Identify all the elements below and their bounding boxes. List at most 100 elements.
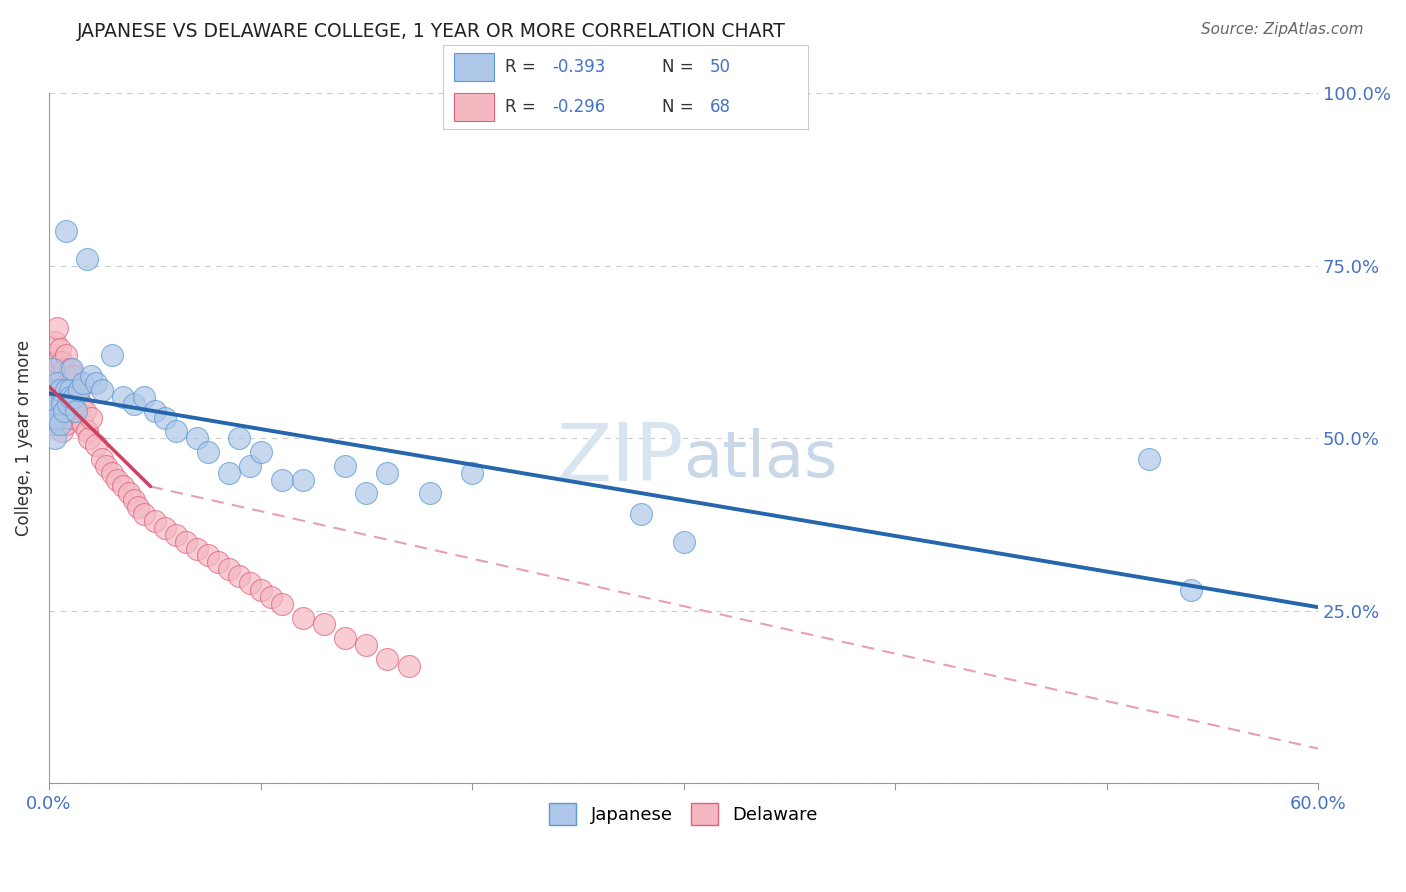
Point — [46, 355, 69, 369]
Point — [44, 403, 66, 417]
Point — [186, 431, 208, 445]
Point — [60, 376, 83, 390]
Point — [155, 410, 177, 425]
Point — [207, 555, 229, 569]
Point — [48, 383, 70, 397]
Point — [42, 383, 65, 397]
Point — [67, 383, 90, 397]
Point — [52, 362, 75, 376]
Text: 50: 50 — [710, 58, 731, 76]
Point — [461, 466, 484, 480]
Text: N =: N = — [662, 58, 699, 76]
Point — [122, 493, 145, 508]
Point — [51, 425, 73, 439]
Point — [80, 369, 103, 384]
Point — [55, 224, 77, 238]
Text: JAPANESE VS DELAWARE COLLEGE, 1 YEAR OR MORE CORRELATION CHART: JAPANESE VS DELAWARE COLLEGE, 1 YEAR OR … — [77, 22, 786, 41]
Point — [76, 252, 98, 266]
Point — [249, 582, 271, 597]
Point — [111, 390, 134, 404]
Point — [197, 549, 219, 563]
Point — [42, 417, 65, 432]
Point — [228, 569, 250, 583]
Point — [73, 403, 96, 417]
Point — [60, 362, 83, 376]
Point — [127, 500, 149, 515]
Point — [39, 403, 62, 417]
Point — [84, 376, 107, 390]
Text: R =: R = — [505, 58, 541, 76]
Point — [672, 534, 695, 549]
Point — [39, 362, 62, 376]
Point — [249, 445, 271, 459]
Point — [197, 445, 219, 459]
Point — [42, 410, 65, 425]
Point — [90, 383, 112, 397]
Point — [1137, 451, 1160, 466]
Point — [52, 403, 75, 417]
Point — [134, 507, 156, 521]
Point — [56, 397, 79, 411]
Point — [239, 458, 262, 473]
Point — [59, 390, 82, 404]
Point — [291, 473, 314, 487]
Text: N =: N = — [662, 98, 699, 116]
Point — [51, 397, 73, 411]
Point — [312, 617, 335, 632]
Point — [165, 425, 187, 439]
Point — [118, 486, 141, 500]
Point — [52, 397, 75, 411]
Point — [63, 369, 86, 384]
Point — [48, 410, 70, 425]
Point — [46, 376, 69, 390]
FancyBboxPatch shape — [454, 54, 494, 81]
Point — [165, 528, 187, 542]
Point — [94, 458, 117, 473]
Point — [77, 431, 100, 445]
Point — [122, 397, 145, 411]
Point — [44, 397, 66, 411]
Point — [419, 486, 441, 500]
Point — [39, 417, 62, 432]
Point — [143, 514, 166, 528]
Point — [39, 383, 62, 397]
Point — [46, 410, 69, 425]
Point — [270, 597, 292, 611]
Point — [630, 507, 652, 521]
Text: -0.296: -0.296 — [553, 98, 606, 116]
Legend: Japanese, Delaware: Japanese, Delaware — [543, 797, 825, 832]
Point — [55, 348, 77, 362]
Point — [55, 383, 77, 397]
Point — [59, 383, 82, 397]
Point — [111, 479, 134, 493]
Point — [63, 390, 86, 404]
Point — [356, 486, 378, 500]
Point — [333, 631, 356, 645]
Point — [72, 417, 94, 432]
Point — [55, 383, 77, 397]
Point — [46, 321, 69, 335]
Point — [80, 410, 103, 425]
Point — [65, 403, 87, 417]
Point — [228, 431, 250, 445]
Point — [1180, 582, 1202, 597]
Point — [291, 610, 314, 624]
Point — [44, 369, 66, 384]
Point — [377, 652, 399, 666]
Point — [270, 473, 292, 487]
Text: R =: R = — [505, 98, 541, 116]
Point — [42, 362, 65, 376]
Point — [67, 383, 90, 397]
Point — [134, 390, 156, 404]
Text: Source: ZipAtlas.com: Source: ZipAtlas.com — [1201, 22, 1364, 37]
Point — [55, 417, 77, 432]
Point — [48, 342, 70, 356]
Point — [69, 397, 91, 411]
Point — [60, 410, 83, 425]
Point — [44, 334, 66, 349]
FancyBboxPatch shape — [454, 93, 494, 120]
Point — [46, 390, 69, 404]
Point — [398, 658, 420, 673]
Point — [333, 458, 356, 473]
Point — [218, 562, 240, 576]
